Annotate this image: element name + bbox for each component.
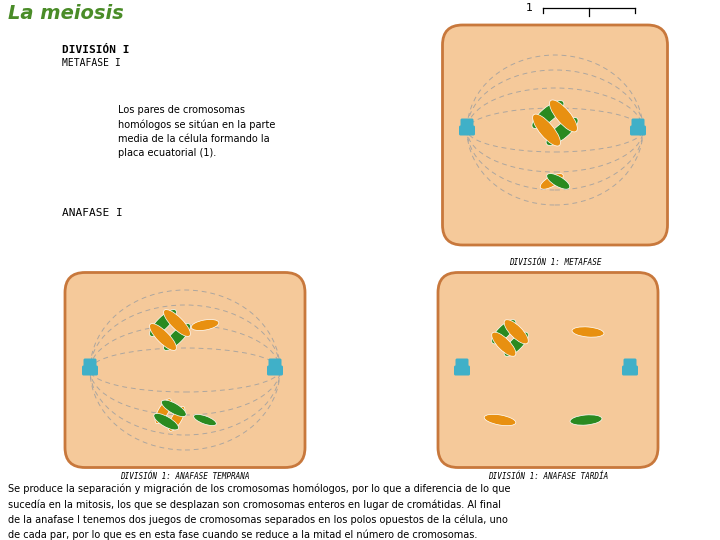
Ellipse shape xyxy=(194,414,216,426)
Text: METAFASE I: METAFASE I xyxy=(62,58,121,68)
Ellipse shape xyxy=(570,415,602,425)
Text: 1: 1 xyxy=(526,3,533,13)
FancyBboxPatch shape xyxy=(443,25,667,245)
Text: Se produce la separación y migración de los cromosomas homólogos, por lo que a d: Se produce la separación y migración de … xyxy=(8,484,510,540)
Ellipse shape xyxy=(192,320,219,330)
Text: DIVISIÓN 1: METAFASE: DIVISIÓN 1: METAFASE xyxy=(509,258,601,267)
FancyBboxPatch shape xyxy=(84,359,96,368)
Ellipse shape xyxy=(549,100,577,132)
Ellipse shape xyxy=(492,332,516,356)
Ellipse shape xyxy=(533,114,560,146)
FancyBboxPatch shape xyxy=(631,118,644,127)
Text: DIVISIÓN 1: ANAFASE TEMPRANA: DIVISIÓN 1: ANAFASE TEMPRANA xyxy=(120,472,250,481)
Ellipse shape xyxy=(504,332,528,356)
Text: La meiosis: La meiosis xyxy=(8,4,124,23)
Ellipse shape xyxy=(161,400,186,416)
Ellipse shape xyxy=(572,327,604,337)
Text: ANAFASE I: ANAFASE I xyxy=(62,208,122,218)
FancyBboxPatch shape xyxy=(461,118,474,127)
FancyBboxPatch shape xyxy=(454,366,470,375)
Ellipse shape xyxy=(540,173,563,189)
Ellipse shape xyxy=(532,100,564,129)
Ellipse shape xyxy=(150,323,176,350)
FancyBboxPatch shape xyxy=(82,366,98,375)
FancyBboxPatch shape xyxy=(438,273,658,468)
Ellipse shape xyxy=(492,320,516,344)
Text: Los pares de cromosomas
homólogos se sitúan en la parte
media de la célula forma: Los pares de cromosomas homólogos se sit… xyxy=(118,105,275,158)
Ellipse shape xyxy=(154,414,179,430)
Ellipse shape xyxy=(150,309,176,336)
FancyBboxPatch shape xyxy=(459,125,475,136)
Ellipse shape xyxy=(485,414,516,426)
Ellipse shape xyxy=(504,320,528,344)
Ellipse shape xyxy=(546,118,578,145)
FancyBboxPatch shape xyxy=(269,359,282,368)
FancyBboxPatch shape xyxy=(630,125,646,136)
FancyBboxPatch shape xyxy=(456,359,469,368)
FancyBboxPatch shape xyxy=(65,273,305,468)
Ellipse shape xyxy=(546,173,570,189)
FancyBboxPatch shape xyxy=(622,366,638,375)
Text: DIVISIÓN 1: ANAFASE TARDÍA: DIVISIÓN 1: ANAFASE TARDÍA xyxy=(488,472,608,481)
Ellipse shape xyxy=(155,399,171,423)
Ellipse shape xyxy=(163,309,190,336)
Ellipse shape xyxy=(168,407,185,431)
FancyBboxPatch shape xyxy=(267,366,283,375)
Text: DIVISIÓN I: DIVISIÓN I xyxy=(62,45,130,55)
Ellipse shape xyxy=(163,323,190,350)
FancyBboxPatch shape xyxy=(624,359,636,368)
